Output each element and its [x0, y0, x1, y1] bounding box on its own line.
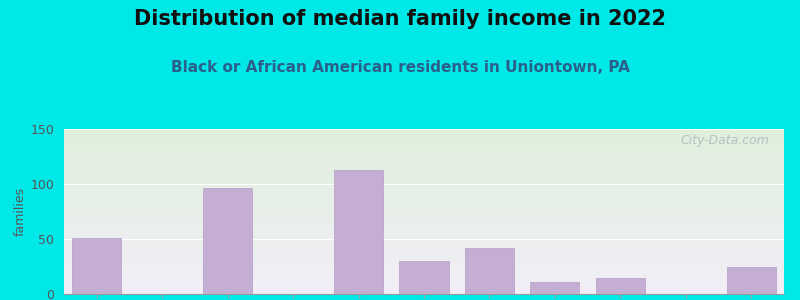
Y-axis label: families: families — [14, 187, 26, 236]
Bar — [399, 261, 449, 294]
Text: Distribution of median family income in 2022: Distribution of median family income in … — [134, 9, 666, 29]
Bar — [465, 248, 514, 294]
Bar — [203, 188, 252, 294]
Bar — [596, 278, 645, 294]
Bar — [72, 238, 122, 294]
Text: City-Data.com: City-Data.com — [681, 134, 770, 147]
Bar — [726, 266, 776, 294]
Bar — [334, 170, 383, 294]
Bar — [530, 282, 579, 294]
Text: Black or African American residents in Uniontown, PA: Black or African American residents in U… — [170, 60, 630, 75]
